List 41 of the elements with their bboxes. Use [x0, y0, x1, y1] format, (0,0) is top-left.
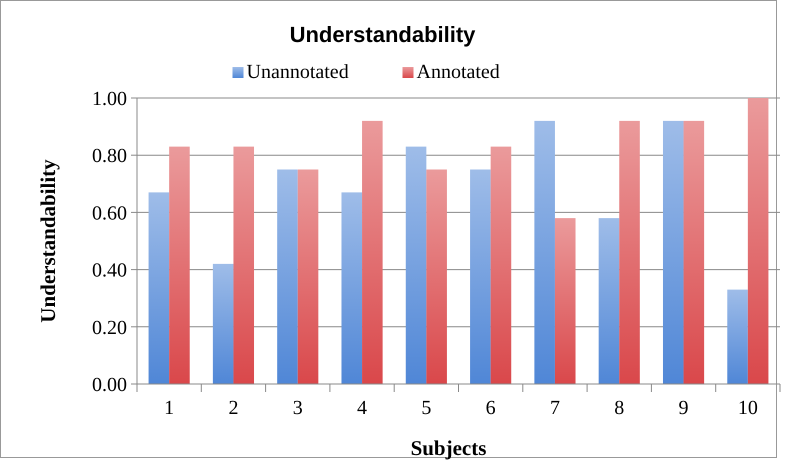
bar: [212, 264, 234, 384]
y-tick-label: 0.80: [92, 145, 127, 168]
x-tick-label: 3: [292, 397, 303, 419]
x-tick-label: 7: [550, 397, 560, 419]
bar: [662, 120, 684, 384]
bar: [727, 290, 748, 384]
y-tick-label: 0.00: [92, 374, 127, 396]
bar: [233, 146, 254, 384]
bar: [169, 146, 190, 384]
legend-label: Annotated: [416, 61, 500, 83]
x-tick-label: 6: [486, 397, 496, 419]
bar: [470, 170, 491, 384]
bar: [341, 192, 362, 384]
x-tick-label: 1: [164, 397, 174, 419]
x-tick-label: 2: [228, 397, 238, 419]
bar: [598, 218, 620, 384]
bar: [534, 120, 555, 384]
bar: [684, 120, 704, 384]
x-tick-label: 9: [678, 397, 689, 419]
bar: [490, 146, 512, 384]
x-tick-label: 5: [421, 397, 432, 419]
x-tick-label: 8: [614, 397, 624, 419]
bar: [362, 120, 383, 384]
y-tick-label: 0.40: [92, 260, 127, 282]
y-tick-label: 0.20: [92, 316, 127, 339]
y-axis-title: Understandability: [36, 158, 60, 323]
bar: [148, 192, 170, 384]
bar: [554, 218, 576, 384]
bar: [406, 146, 426, 384]
x-tick-label: 4: [357, 397, 368, 419]
x-tick-label: 10: [738, 397, 758, 419]
chart-title: Understandability: [290, 22, 476, 47]
legend-label: Unannotated: [246, 61, 349, 83]
bar: [619, 120, 640, 384]
bar: [426, 170, 447, 384]
bar: [277, 170, 298, 384]
y-tick-label: 1.00: [92, 88, 127, 110]
y-tick-label: 0.60: [92, 202, 127, 224]
bar: [298, 170, 318, 384]
bar: [748, 98, 768, 384]
x-axis-title: Subjects: [410, 436, 486, 460]
